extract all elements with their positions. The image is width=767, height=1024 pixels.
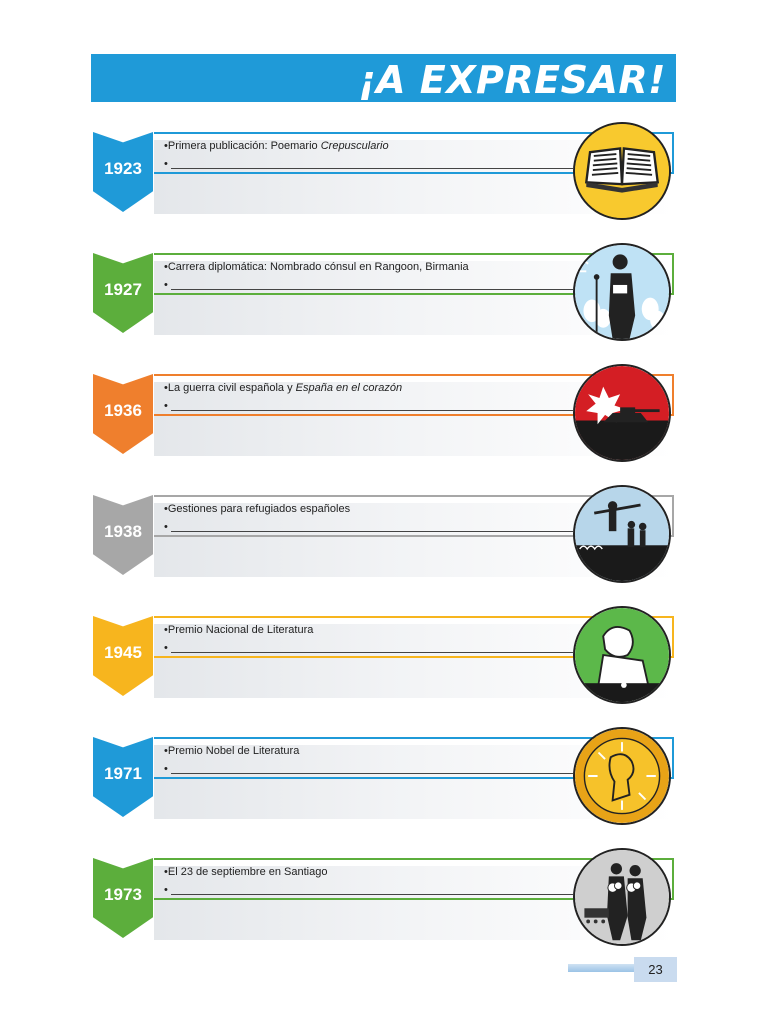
book-icon: [573, 122, 671, 220]
year-label: 1971: [104, 764, 142, 783]
entry-bullet: •: [164, 140, 168, 152]
entry-blank-bullet: •: [164, 763, 168, 775]
entry-mid-rule: [154, 414, 674, 416]
entry-italic-text: Crepusculario: [320, 140, 389, 152]
entry-top-rule: [154, 253, 674, 255]
write-in-line[interactable]: [171, 531, 573, 532]
timeline-entry-1973: 1973 •El 23 de septiembre en Santiago •: [0, 848, 767, 958]
entry-side-rule: [672, 253, 674, 295]
entry-mid-rule: [154, 898, 674, 900]
write-in-line[interactable]: [171, 894, 573, 895]
entry-top-rule: [154, 616, 674, 618]
write-in-line[interactable]: [171, 168, 573, 169]
entry-blank-bullet: •: [164, 521, 168, 533]
entry-italic-text: España en el corazón: [295, 382, 403, 394]
year-label: 1923: [104, 159, 142, 178]
header-banner: ¡A EXPRESAR!: [91, 54, 676, 102]
write-in-line[interactable]: [171, 410, 573, 411]
page-title: ¡A EXPRESAR!: [358, 58, 666, 102]
entry-plain-text: Premio Nacional de Literatura: [167, 624, 314, 636]
write-in-line[interactable]: [171, 773, 573, 774]
entry-blank-bullet: •: [164, 884, 168, 896]
nobel-medal-icon: [573, 727, 671, 825]
write-in-line[interactable]: [171, 289, 573, 290]
entry-blank-bullet: •: [164, 279, 168, 291]
entry-text: •Primera publicación: Poemario Crepuscul…: [164, 140, 389, 152]
entry-plain-text: Primera publicación: Poemario: [167, 140, 321, 152]
entry-blank-bullet: •: [164, 158, 168, 170]
entry-side-rule: [672, 737, 674, 779]
write-in-line[interactable]: [171, 652, 573, 653]
entry-top-rule: [154, 495, 674, 497]
year-label: 1936: [104, 401, 142, 420]
entry-text: •Premio Nacional de Literatura: [164, 624, 313, 636]
entry-mid-rule: [154, 656, 674, 658]
entry-bullet: •: [164, 866, 168, 878]
entry-top-rule: [154, 737, 674, 739]
entry-side-rule: [672, 858, 674, 900]
entry-text: •La guerra civil española y España en el…: [164, 382, 402, 394]
entry-text: •Gestiones para refugiados españoles: [164, 503, 350, 515]
timeline-entry-1936: 1936 •La guerra civil española y España …: [0, 364, 767, 474]
entry-bullet: •: [164, 382, 168, 394]
entry-side-rule: [672, 616, 674, 658]
entry-blank-bullet: •: [164, 642, 168, 654]
entry-blank-bullet: •: [164, 400, 168, 412]
entry-plain-text: Carrera diplomática: Nombrado cónsul en …: [167, 261, 469, 273]
timeline-entry-1927: 1927 •Carrera diplomática: Nombrado cóns…: [0, 243, 767, 353]
entry-mid-rule: [154, 535, 674, 537]
year-label: 1945: [104, 643, 142, 662]
speaker-icon: [573, 243, 671, 341]
footer-bar: [568, 964, 634, 972]
funeral-icon: [573, 848, 671, 946]
page-number: 23: [634, 957, 677, 982]
entry-side-rule: [672, 495, 674, 537]
entry-plain-text: El 23 de septiembre en Santiago: [167, 866, 328, 878]
year-label: 1938: [104, 522, 142, 541]
entry-side-rule: [672, 132, 674, 174]
refugees-icon: [573, 485, 671, 583]
writer-icon: [573, 606, 671, 704]
entry-top-rule: [154, 374, 674, 376]
entry-plain-text: Premio Nobel de Literatura: [167, 745, 300, 757]
entry-text: •Carrera diplomática: Nombrado cónsul en…: [164, 261, 469, 273]
tank-icon: [573, 364, 671, 462]
timeline-entry-1945: 1945 •Premio Nacional de Literatura •: [0, 606, 767, 716]
entry-mid-rule: [154, 293, 674, 295]
year-label: 1973: [104, 885, 142, 904]
entry-plain-text: Gestiones para refugiados españoles: [167, 503, 351, 515]
timeline-entry-1938: 1938 •Gestiones para refugiados españole…: [0, 485, 767, 595]
entry-text: •Premio Nobel de Literatura: [164, 745, 299, 757]
year-label: 1927: [104, 280, 142, 299]
timeline-entry-1923: 1923 •Primera publicación: Poemario Crep…: [0, 122, 767, 232]
entry-bullet: •: [164, 624, 168, 636]
entry-mid-rule: [154, 777, 674, 779]
entry-side-rule: [672, 374, 674, 416]
entry-top-rule: [154, 132, 674, 134]
entry-text: •El 23 de septiembre en Santiago: [164, 866, 327, 878]
timeline-entry-1971: 1971 •Premio Nobel de Literatura •: [0, 727, 767, 837]
entry-plain-text: La guerra civil española y: [167, 382, 296, 394]
entry-bullet: •: [164, 261, 168, 273]
entry-mid-rule: [154, 172, 674, 174]
entry-bullet: •: [164, 745, 168, 757]
entry-bullet: •: [164, 503, 168, 515]
entry-top-rule: [154, 858, 674, 860]
